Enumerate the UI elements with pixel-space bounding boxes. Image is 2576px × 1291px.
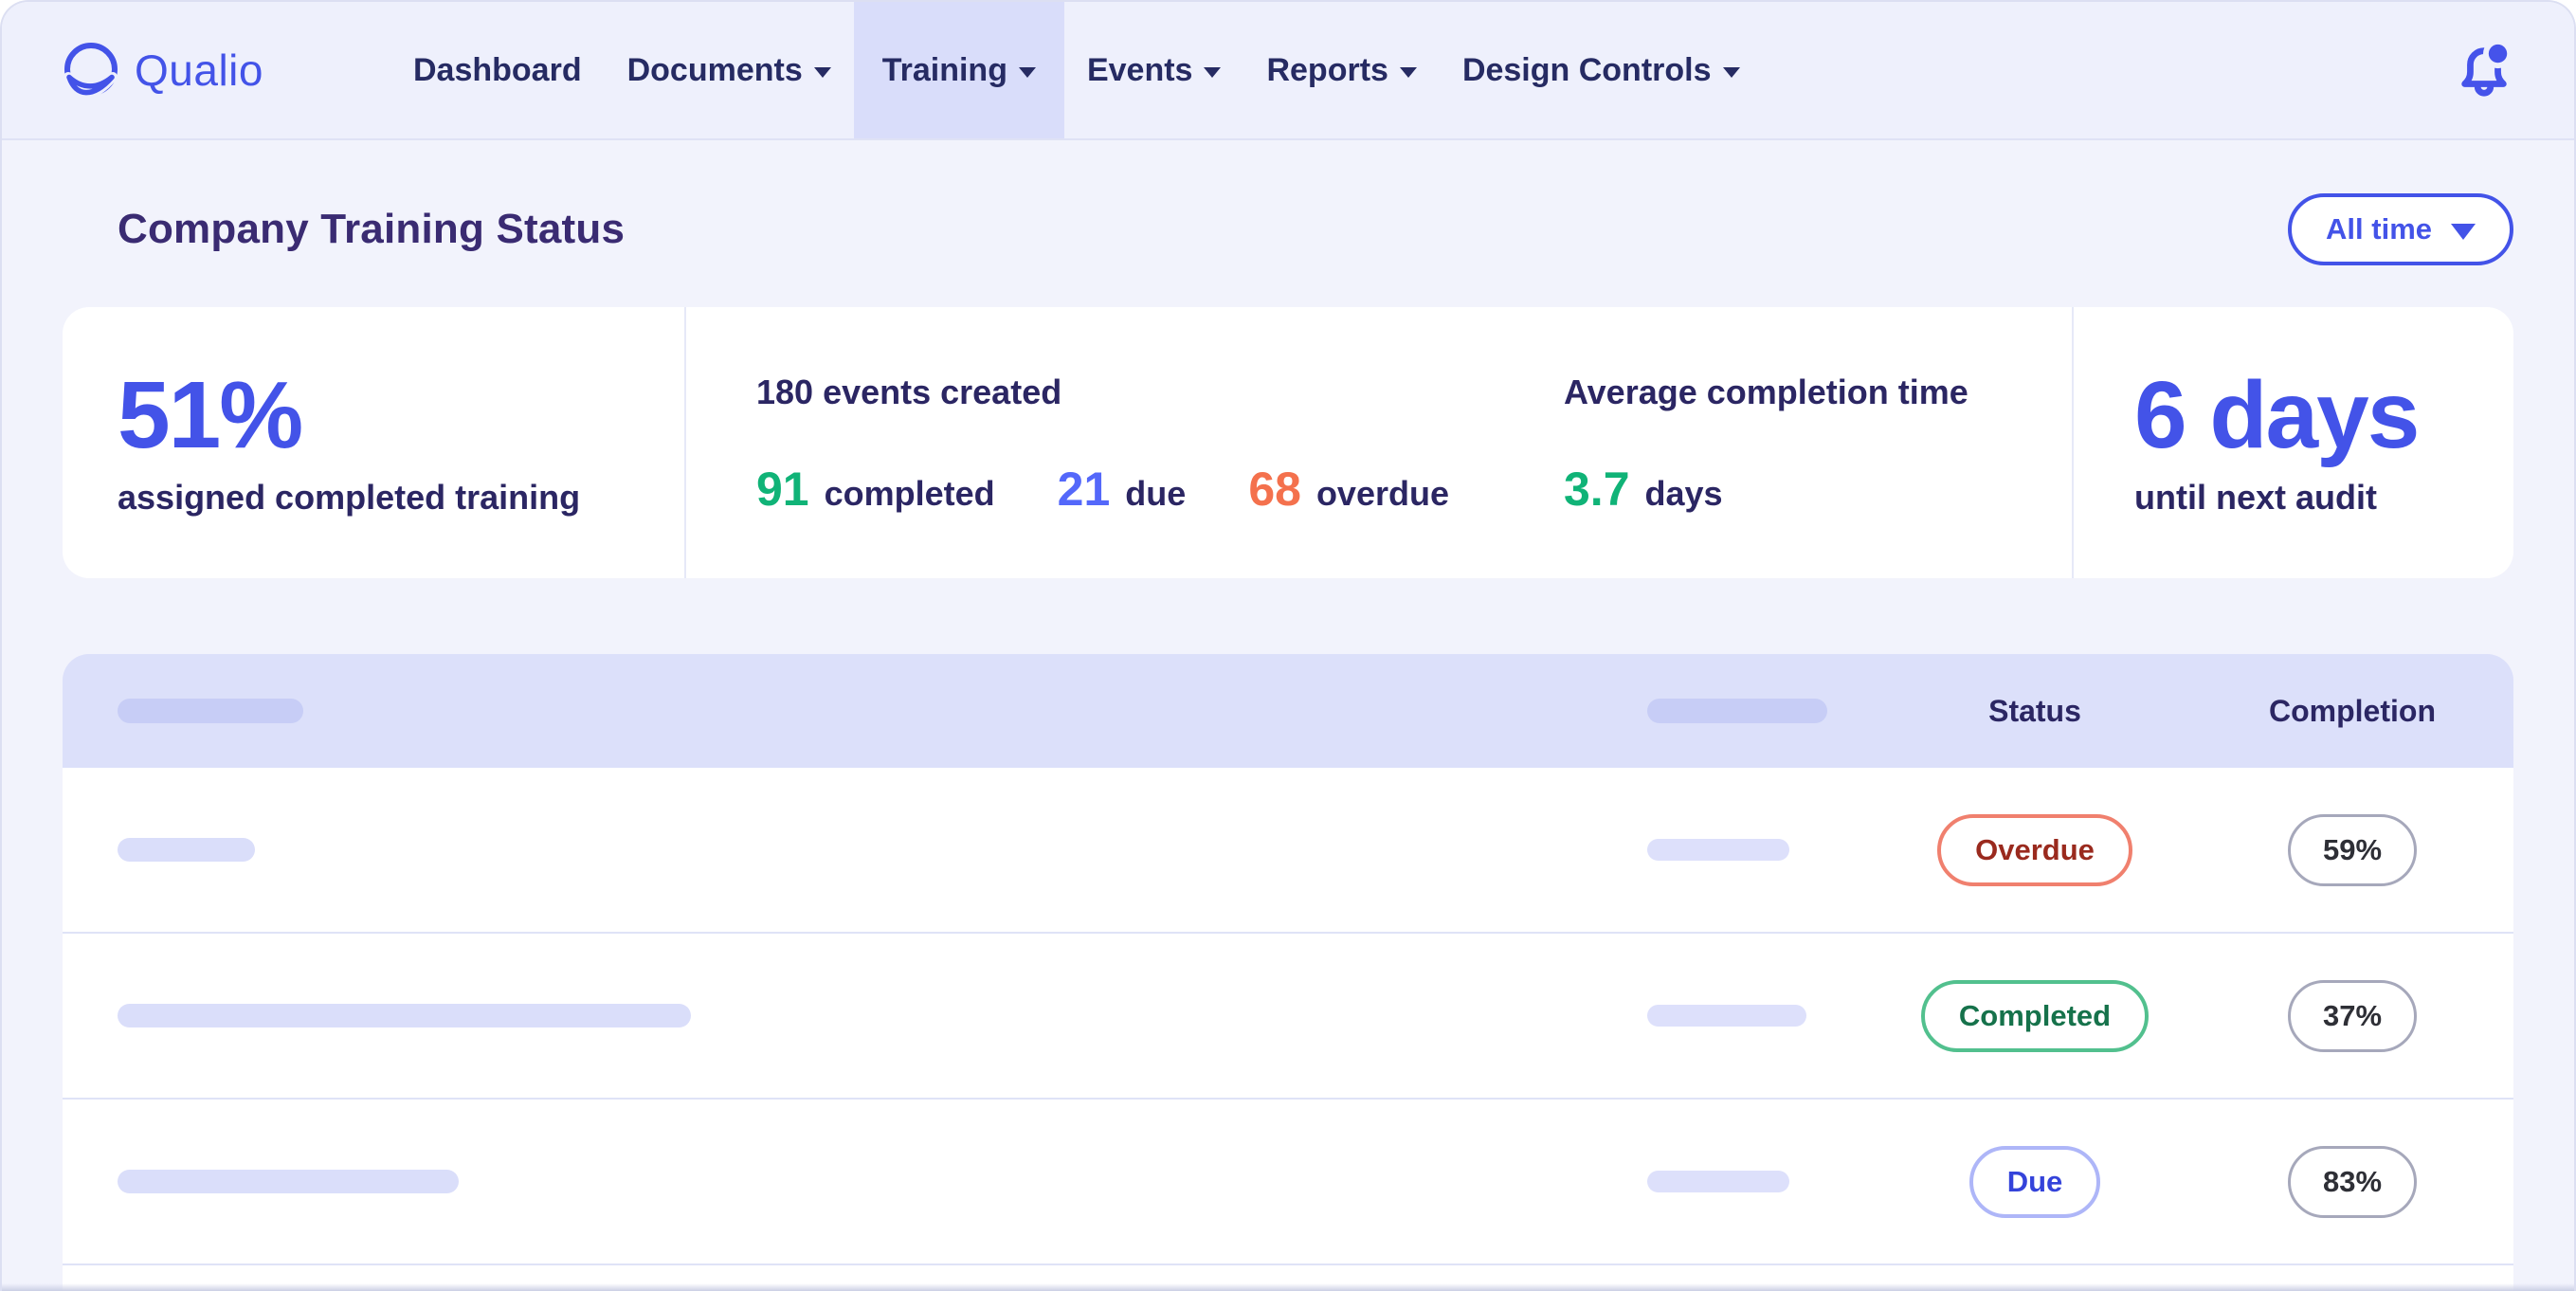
header-meta-placeholder: [1647, 699, 1827, 723]
table-row[interactable]: Completed 37%: [63, 934, 2513, 1100]
average-completion-title: Average completion time: [1564, 372, 1968, 411]
nav-item-dashboard[interactable]: Dashboard: [390, 2, 605, 138]
qualio-logo[interactable]: Qualio: [63, 2, 390, 138]
column-header-completion: Completion: [2269, 693, 2436, 728]
stat-training-completion: 51% assigned completed training: [63, 307, 686, 578]
nav-item-design-controls[interactable]: Design Controls: [1440, 2, 1763, 138]
events-completed-stat: 91 completed: [756, 465, 995, 514]
events-due-label: due: [1125, 473, 1187, 513]
nav-item-documents[interactable]: Documents: [605, 2, 854, 138]
chevron-down-icon: [1722, 66, 1740, 78]
events-created-title: 180 events created: [756, 372, 1062, 411]
events-overdue-value: 68: [1248, 462, 1301, 516]
nav-label: Documents: [626, 51, 803, 88]
events-due-value: 21: [1057, 462, 1111, 516]
notification-bell-icon: [2461, 39, 2513, 97]
events-completed-value: 91: [756, 462, 809, 516]
table-row-partial: [63, 1265, 2513, 1291]
row-meta-placeholder: [1647, 839, 1789, 861]
page-header: Company Training Status All time: [63, 193, 2513, 265]
time-filter-label: All time: [2326, 212, 2432, 245]
completion-badge: 37%: [2288, 979, 2417, 1052]
chevron-down-icon: [813, 66, 831, 78]
stat-middle-section: 180 events created 91 completed 21 due 6…: [686, 307, 2072, 578]
events-due-stat: 21 due: [1058, 465, 1187, 514]
average-completion-value: 3.7: [1564, 462, 1630, 516]
nav-label: Design Controls: [1461, 51, 1712, 88]
header-name-placeholder: [118, 699, 303, 723]
next-audit-label: until next audit: [2134, 478, 2377, 517]
training-completion-value: 51%: [118, 362, 303, 468]
row-name-placeholder: [118, 1170, 459, 1193]
notifications-button[interactable]: [2455, 2, 2513, 138]
row-name-placeholder: [118, 1004, 691, 1027]
row-meta-placeholder: [1647, 1005, 1806, 1027]
page-title: Company Training Status: [118, 206, 626, 252]
qualio-logo-icon: [63, 43, 118, 99]
nav-label: Training: [881, 51, 1007, 88]
nav-item-reports[interactable]: Reports: [1243, 2, 1439, 138]
nav-label: Dashboard: [413, 51, 582, 88]
chevron-down-icon: [2451, 223, 2476, 240]
training-completion-label: assigned completed training: [118, 478, 581, 517]
qualio-wordmark: Qualio: [135, 45, 263, 95]
row-name-placeholder: [118, 838, 255, 862]
events-completed-label: completed: [824, 473, 995, 513]
next-audit-value: 6 days: [2134, 362, 2420, 468]
table-header-row: Status Completion: [63, 654, 2513, 768]
table-row[interactable]: Due 83%: [63, 1100, 2513, 1265]
events-overdue-label: overdue: [1315, 473, 1449, 513]
chevron-down-icon: [1018, 66, 1036, 78]
nav-menu: Dashboard Documents Training Events Repo…: [390, 2, 1763, 138]
nav-item-events[interactable]: Events: [1064, 2, 1244, 138]
events-breakdown: 91 completed 21 due 68 overdue: [756, 465, 1564, 514]
table-row[interactable]: Overdue 59%: [63, 768, 2513, 934]
completion-badge: 59%: [2288, 813, 2417, 886]
stats-panel: 51% assigned completed training 180 even…: [63, 307, 2513, 578]
top-nav: Qualio Dashboard Documents Training Even…: [2, 2, 2574, 140]
column-header-status: Status: [1988, 693, 2081, 728]
nav-label: Events: [1086, 51, 1193, 88]
average-completion-unit: days: [1644, 473, 1723, 513]
completion-badge: 83%: [2288, 1145, 2417, 1218]
nav-label: Reports: [1266, 51, 1388, 88]
time-filter-dropdown[interactable]: All time: [2288, 193, 2513, 265]
status-badge: Completed: [1920, 979, 2150, 1052]
stat-average-completion: Average completion time 3.7 days: [1564, 307, 2072, 578]
stat-events-created: 180 events created 91 completed 21 due 6…: [686, 307, 1564, 578]
status-badge: Due: [1968, 1145, 2101, 1218]
row-meta-placeholder: [1647, 1171, 1789, 1192]
stat-next-audit: 6 days until next audit: [2072, 307, 2513, 578]
chevron-down-icon: [1204, 66, 1222, 78]
training-table: Status Completion Overdue 59% Completed: [63, 654, 2513, 1291]
average-completion-stat: 3.7 days: [1564, 465, 2072, 514]
events-overdue-stat: 68 overdue: [1248, 465, 1449, 514]
chevron-down-icon: [1399, 66, 1417, 78]
status-badge: Overdue: [1937, 813, 2132, 886]
main-content: Company Training Status All time 51% ass…: [2, 193, 2574, 1291]
nav-item-training[interactable]: Training: [853, 2, 1064, 138]
